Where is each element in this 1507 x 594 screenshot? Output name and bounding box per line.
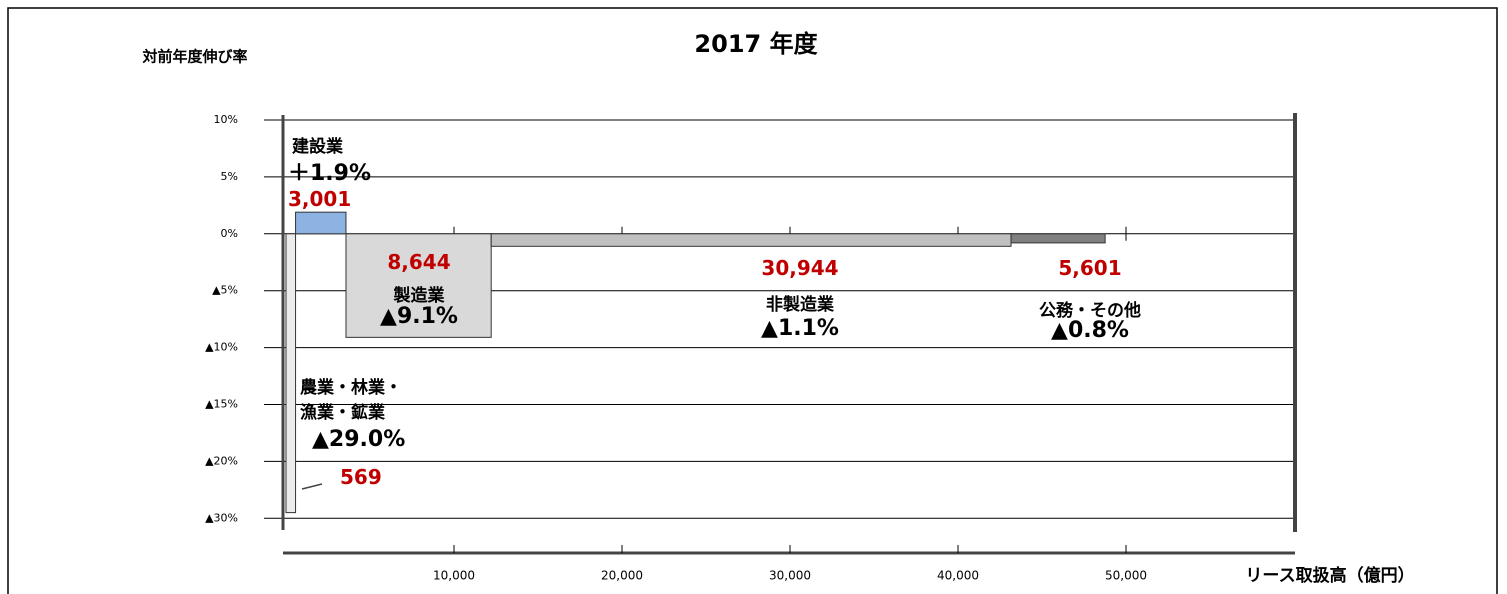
bar — [285, 233, 297, 514]
volume-label: 569 — [340, 465, 382, 489]
y-tick-label: ▲10% — [205, 341, 238, 354]
volume-label: 5,601 — [1058, 256, 1122, 280]
category-label: 農業・林業・漁業・鉱業 — [300, 378, 402, 423]
volume-label: 30,944 — [761, 256, 839, 280]
y-tick-label: 0% — [221, 227, 238, 240]
bar — [295, 211, 347, 235]
bar — [345, 233, 492, 338]
category-label: 建設業 — [292, 137, 343, 157]
growth-label: ▲1.1% — [761, 316, 839, 341]
x-tick-label: 50,000 — [1105, 569, 1147, 583]
x-tick-label: 20,000 — [601, 569, 643, 583]
category-label: 製造業 — [393, 286, 445, 306]
y-tick-label: ▲30% — [205, 511, 238, 524]
y-tick-label: ▲20% — [205, 454, 238, 467]
bar — [1010, 233, 1106, 244]
category-label: 公務・その他 — [1039, 301, 1141, 321]
growth-label: ＋1.9% — [288, 161, 372, 186]
chart-title: 2017 年度 — [694, 30, 818, 58]
category-label: 非製造業 — [766, 295, 834, 315]
y-tick-label: 5% — [221, 170, 238, 183]
x-tick-label: 40,000 — [937, 569, 979, 583]
y-tick-label: 10% — [214, 113, 238, 126]
frame — [7, 7, 1498, 594]
x-tick-label: 10,000 — [433, 569, 475, 583]
volume-label: 8,644 — [387, 250, 451, 274]
x-axis-label: リース取扱高（億円） — [1245, 565, 1414, 586]
y-tick-label: ▲15% — [205, 398, 238, 411]
leader-line — [301, 483, 323, 490]
volume-label: 3,001 — [288, 187, 352, 211]
growth-label: ▲0.8% — [1051, 318, 1129, 343]
y-axis-label: 対前年度伸び率 — [141, 48, 247, 66]
x-tick-label: 30,000 — [769, 569, 811, 583]
bar — [490, 233, 1012, 247]
growth-label: ▲29.0% — [312, 427, 406, 452]
y-tick-label: ▲5% — [212, 284, 238, 297]
growth-label: ▲9.1% — [380, 304, 458, 329]
